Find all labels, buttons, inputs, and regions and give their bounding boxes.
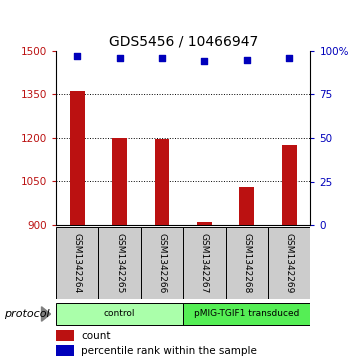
Bar xyxy=(239,187,254,225)
Point xyxy=(117,55,122,61)
Polygon shape xyxy=(42,307,51,321)
Bar xyxy=(183,227,226,299)
Point xyxy=(286,55,292,61)
Point xyxy=(201,58,207,64)
Bar xyxy=(268,227,310,299)
Bar xyxy=(56,345,74,356)
Bar xyxy=(70,91,84,225)
Bar xyxy=(98,227,141,299)
Text: GSM1342268: GSM1342268 xyxy=(242,233,251,293)
Text: percentile rank within the sample: percentile rank within the sample xyxy=(82,346,257,355)
Text: control: control xyxy=(104,310,135,318)
Point xyxy=(74,53,80,59)
Text: count: count xyxy=(82,331,111,341)
Text: pMIG-TGIF1 transduced: pMIG-TGIF1 transduced xyxy=(194,310,300,318)
Text: GSM1342264: GSM1342264 xyxy=(73,233,82,293)
Bar xyxy=(183,302,310,325)
Bar xyxy=(56,330,74,341)
Bar xyxy=(155,139,169,225)
Text: GSM1342269: GSM1342269 xyxy=(285,233,294,293)
Bar xyxy=(226,227,268,299)
Title: GDS5456 / 10466947: GDS5456 / 10466947 xyxy=(109,34,258,48)
Bar xyxy=(197,222,212,225)
Bar xyxy=(141,227,183,299)
Text: protocol: protocol xyxy=(4,309,49,319)
Bar xyxy=(282,145,297,225)
Point xyxy=(244,57,250,62)
Text: GSM1342265: GSM1342265 xyxy=(115,233,124,293)
Point xyxy=(159,55,165,61)
Text: GSM1342266: GSM1342266 xyxy=(157,233,166,293)
Bar xyxy=(112,138,127,225)
Text: GSM1342267: GSM1342267 xyxy=(200,233,209,293)
Bar xyxy=(56,227,98,299)
Bar xyxy=(56,302,183,325)
